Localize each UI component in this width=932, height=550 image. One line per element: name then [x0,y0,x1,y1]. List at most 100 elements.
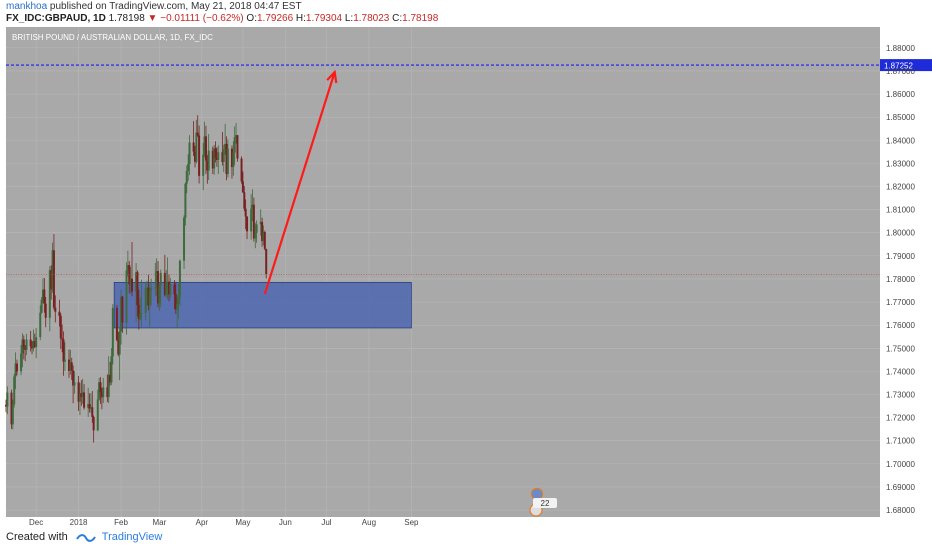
candle-body [140,312,143,314]
created-with-text: Created with [6,531,68,543]
low-label: L: [344,13,354,24]
time-axis[interactable] [6,517,880,527]
candle [233,126,236,165]
candle-body [130,278,133,292]
candle-body [20,353,23,372]
candle [137,289,140,330]
candle [147,274,150,311]
candle [32,329,35,352]
candle-body [70,362,73,371]
candle-body [29,339,32,347]
candle-body [44,303,47,318]
arrow-line[interactable] [263,71,336,295]
candle [244,199,247,230]
candle-body [173,284,176,295]
candle-body [39,312,42,338]
candle-body [169,284,172,295]
y-tick-label: 1.77000 [886,298,915,307]
candle-body [137,305,140,320]
candle [196,115,199,137]
x-tick-label: Sep [404,518,419,527]
candle [106,374,109,403]
candle-body [222,149,225,162]
candle [163,254,166,297]
candle-body [146,287,149,289]
candle-body [144,287,147,313]
candle-body [67,359,70,371]
candle-body [99,382,102,393]
candle-body [81,392,84,397]
candle [48,266,51,332]
candle-body [78,393,81,402]
author-link[interactable]: mankhoa [6,1,48,12]
candle-body [187,164,190,171]
candle [217,145,220,174]
candle [259,209,262,236]
candle-body [136,272,139,306]
candle [173,280,176,310]
candle [195,119,198,164]
candle-body [24,347,27,350]
candle [39,305,42,341]
y-tick-label: 1.84000 [886,136,915,145]
candle-body [100,392,103,398]
events-marker[interactable]: 22 [529,487,557,517]
price-lines: 1.87252 [6,59,932,275]
candle-body [158,285,161,304]
price-axis[interactable] [880,27,932,517]
candle [207,134,210,181]
candle [5,399,7,413]
tradingview-brand[interactable]: TradingView [101,531,163,543]
y-tick-label: 1.68000 [886,506,915,515]
candle [255,220,258,243]
candle-body [174,294,177,310]
candle-body [11,404,14,425]
candle [203,121,206,158]
candle-body [21,339,24,354]
candle [88,393,91,413]
candle [67,349,70,378]
candle-body [217,152,220,160]
candle-body [150,287,153,291]
candle [35,327,38,359]
candle-body [236,135,239,159]
candle-body [261,221,264,242]
price-change: −0.01111 (−0.62%) [160,13,244,24]
y-tick-labels: 1.88000 1.87000 1.86000 1.85000 1.84000 1.830… [886,44,915,515]
candle [61,324,64,353]
candle [6,386,9,415]
y-tick-label: 1.82000 [886,182,915,191]
candle-body [106,387,109,398]
candle-body [157,271,160,304]
flag-icon[interactable] [530,487,544,501]
y-tick-label: 1.72000 [886,414,915,423]
tradingview-logo-icon [75,533,96,542]
plot-area[interactable] [6,27,880,517]
candle-body [206,160,209,171]
low-value: 1.78023 [353,13,390,24]
y-tick-label: 1.79000 [886,252,915,261]
candle [11,399,14,430]
candle-body [135,272,138,292]
x-tick-label: Jun [279,518,292,527]
zone-rect[interactable] [113,282,412,329]
candle [204,125,207,174]
high-value: 1.79304 [305,13,343,24]
candle [121,296,124,333]
candle-body [198,135,201,176]
y-tick-label: 1.81000 [886,206,915,215]
candle [159,269,162,308]
candle-body [203,136,206,155]
candle-body [35,337,38,348]
candle-body [224,143,227,150]
candle [166,257,169,300]
candle [107,356,110,404]
candle [214,141,217,163]
candle-body [32,341,35,349]
candle-body [83,392,86,408]
candle-body [126,265,129,271]
candle [250,194,253,240]
candle [70,357,73,380]
chart-title: BRITISH POUND / AUSTRALIAN DOLLAR, 1D, F… [12,33,213,42]
